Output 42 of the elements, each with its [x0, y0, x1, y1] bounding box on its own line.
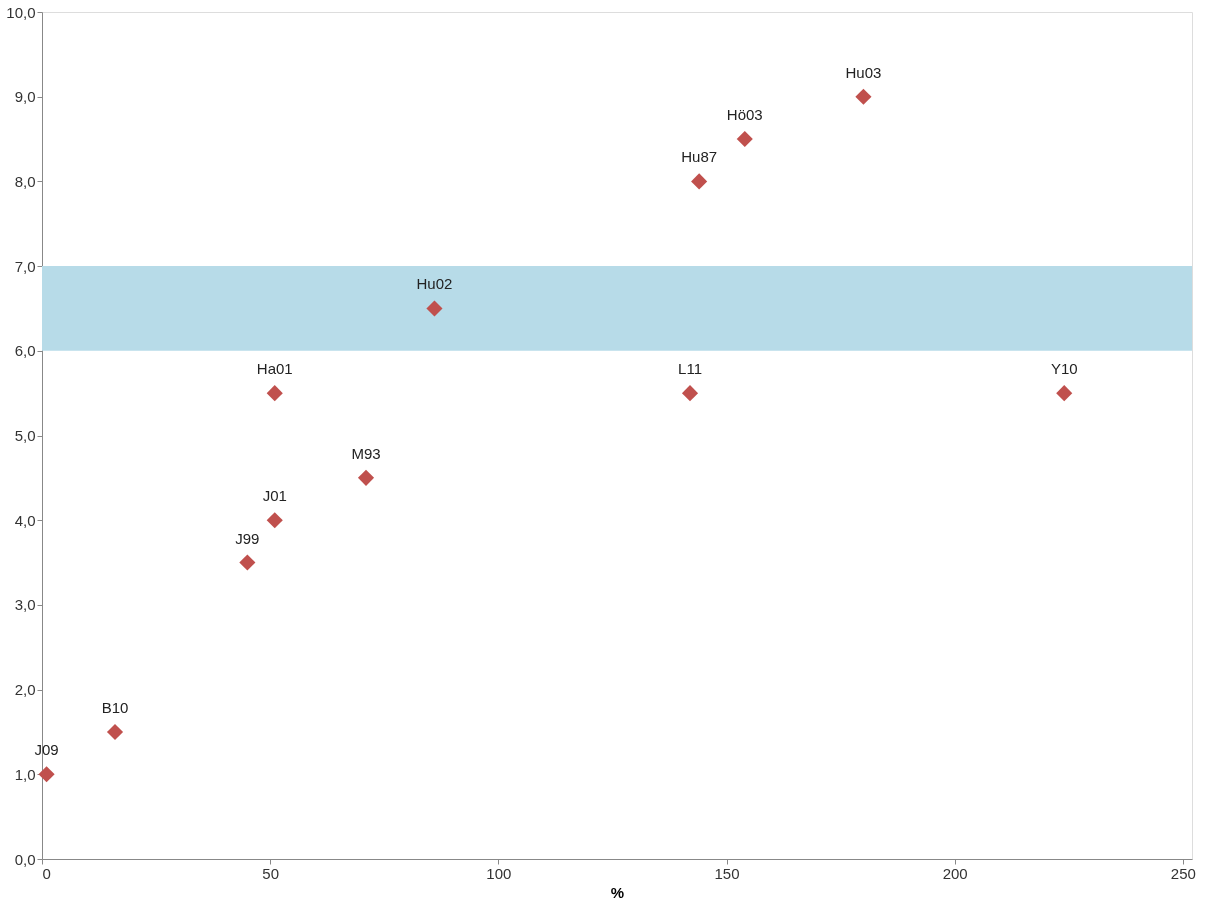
annotation: Hu03 — [845, 63, 882, 81]
point — [1056, 385, 1073, 402]
point — [266, 385, 283, 402]
x-tick-label: 100 — [486, 864, 512, 882]
annotation: B10 — [101, 698, 129, 716]
y-tick-label: 2,0 — [14, 681, 36, 699]
annotation: Y10 — [1050, 360, 1078, 378]
annotation: M93 — [351, 444, 381, 462]
point — [426, 300, 443, 317]
y-tick-label: 7,0 — [14, 257, 36, 275]
annotation: Hö03 — [726, 106, 763, 124]
annotation: Ha01 — [256, 360, 293, 378]
x-tick-label: 200 — [942, 864, 968, 882]
y-tick-label: 1,0 — [14, 765, 36, 783]
x-tick-label: 150 — [714, 864, 740, 882]
y-tick-label: 3,0 — [14, 596, 36, 614]
point — [38, 766, 55, 783]
point — [239, 554, 256, 571]
y-tick-label: 9,0 — [14, 88, 36, 106]
x-tick-label: 250 — [1170, 864, 1196, 882]
annotation: L11 — [678, 360, 702, 378]
point — [736, 130, 753, 148]
annotation: J09 — [34, 741, 59, 759]
x-axis-title: % — [610, 883, 625, 901]
point — [106, 723, 124, 741]
point — [691, 173, 708, 190]
y-tick-label: 8,0 — [14, 172, 36, 190]
x-tick-label: 0 — [42, 864, 51, 882]
y-tick-label: 0,0 — [14, 850, 36, 868]
annotation: J99 — [235, 529, 260, 547]
annotation: Hu02 — [416, 275, 453, 293]
y-tick-label: 6,0 — [14, 342, 36, 360]
point — [266, 512, 283, 529]
y-tick-label: 5,0 — [14, 427, 36, 444]
annotation: Hu87 — [681, 148, 718, 166]
y-tick-label: 10,0 — [6, 3, 36, 21]
point — [855, 88, 872, 105]
annotation: J01 — [262, 487, 287, 505]
point — [681, 385, 699, 402]
y-tick-label: 4,0 — [14, 511, 36, 529]
point — [357, 469, 375, 486]
x-tick-label: 50 — [262, 864, 280, 882]
